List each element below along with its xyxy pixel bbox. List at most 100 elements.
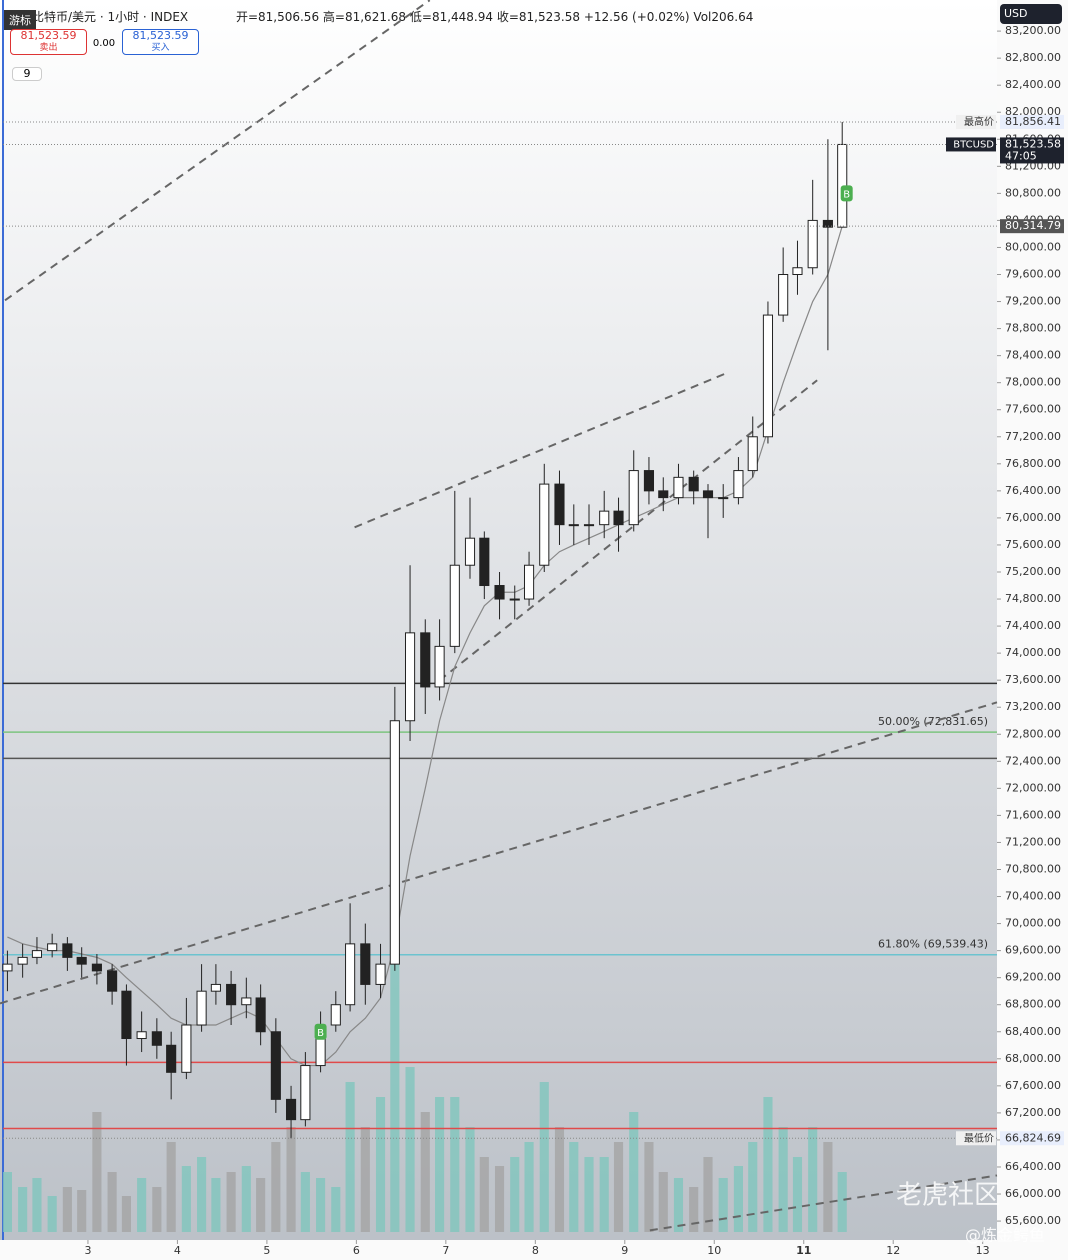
x-tick-label: 3 (84, 1244, 91, 1257)
trendline (354, 371, 729, 529)
volume-bar (92, 1112, 102, 1232)
candle-body (449, 564, 460, 647)
x-tick-label: 12 (886, 1244, 900, 1257)
x-tick-label: 9 (621, 1244, 628, 1257)
volume-bar (613, 1142, 624, 1232)
signal-label: B (317, 1028, 324, 1039)
y-tick-label: 71,600.00 (1005, 808, 1061, 821)
candle-body (583, 524, 595, 527)
signal-label: B (843, 189, 850, 200)
volume-bar (479, 1157, 489, 1232)
symbol[interactable]: 比特币/美元 · 1小时 · INDEX (32, 10, 189, 24)
candle-body (404, 632, 416, 722)
price-tag (1000, 137, 1064, 164)
price-tag-value: 81,856.41 (1005, 115, 1061, 128)
price-tag-name: BTCUSD (953, 139, 994, 150)
volume-bar (554, 1127, 565, 1232)
candle-body (62, 943, 73, 958)
candle-body (330, 1004, 341, 1026)
candle-body (733, 470, 744, 499)
candle-body (762, 314, 774, 438)
volume-bar (435, 1097, 445, 1232)
candle-body (166, 1044, 177, 1073)
y-tick-label: 75,200.00 (1005, 565, 1061, 578)
price-tag-name: 最低价 (964, 1131, 994, 1144)
price-tag (1000, 114, 1064, 129)
y-tick-label: 68,000.00 (1005, 1052, 1061, 1065)
candle-body (181, 1024, 192, 1073)
x-axis-bg (0, 1240, 1068, 1260)
volume-bar (331, 1187, 341, 1232)
candle-body (107, 970, 118, 992)
candle-body (136, 1031, 147, 1040)
watermark-brand: 老虎社区 (896, 1181, 1000, 1211)
level-label: 50.00% (72,831.65) (878, 715, 988, 728)
x-tick-label: 11 (796, 1244, 811, 1257)
price-tag-value: 80,314.79 (1005, 219, 1061, 232)
sell-button[interactable]: 81,523.59 卖出 (10, 29, 87, 55)
buy-label: 买入 (151, 43, 170, 53)
y-tick-label: 74,000.00 (1005, 646, 1061, 659)
candle-body (807, 219, 818, 269)
y-tick-label: 79,600.00 (1005, 268, 1061, 281)
candle-body (196, 990, 207, 1026)
volume-bar (599, 1157, 609, 1232)
candle-body (599, 510, 610, 526)
y-tick-label: 68,400.00 (1005, 1025, 1061, 1038)
volume-bar (823, 1142, 833, 1232)
volume-bar (733, 1166, 743, 1232)
buy-button[interactable]: 81,523.59 买入 (122, 29, 199, 55)
candle-body (17, 956, 28, 965)
candle-body (210, 983, 221, 992)
candle-body (464, 537, 476, 566)
price-tag-countdown: 47:05 (1005, 149, 1037, 162)
volume-bar (32, 1178, 42, 1232)
candle-body (360, 943, 371, 985)
indicator-count[interactable]: 9 (12, 67, 42, 81)
candle-body (270, 1031, 281, 1100)
candle-body (628, 470, 639, 526)
y-tick-label: 65,600.00 (1005, 1214, 1061, 1227)
y-tick-label: 66,400.00 (1005, 1160, 1061, 1173)
y-tick-label: 68,800.00 (1005, 998, 1061, 1011)
volume-bar (241, 1166, 251, 1232)
volume-bar (629, 1112, 639, 1232)
candle-body (778, 274, 789, 316)
y-tick-label: 72,000.00 (1005, 781, 1061, 794)
currency-select[interactable]: USD (1000, 4, 1062, 24)
y-tick-label: 76,800.00 (1005, 457, 1061, 470)
volume-bar (837, 1172, 847, 1232)
candle-body (300, 1065, 311, 1121)
candle-body (121, 990, 132, 1040)
trendline (4, 0, 431, 302)
candle-body (568, 524, 579, 527)
volume-bar (286, 1127, 296, 1232)
y-tick-label: 73,600.00 (1005, 673, 1061, 686)
y-tick-label: 78,800.00 (1005, 322, 1061, 335)
candle-body (494, 585, 505, 600)
candle-body (479, 537, 490, 587)
y-tick-label: 71,200.00 (1005, 835, 1061, 848)
volume-bar (524, 1142, 534, 1232)
volume-bar (271, 1142, 281, 1232)
volume-bar (673, 1178, 684, 1232)
y-tick-label: 75,600.00 (1005, 538, 1061, 551)
candle-body (345, 943, 356, 1006)
candle-body (434, 645, 445, 688)
volume-bar (360, 1127, 370, 1232)
y-tick-label: 82,400.00 (1005, 78, 1061, 91)
candle-body (702, 490, 714, 499)
volume-bar (316, 1178, 326, 1232)
price-tag-name-bg (956, 1131, 996, 1146)
volume-bar (375, 1097, 386, 1232)
y-tick-label: 70,000.00 (1005, 917, 1061, 930)
volume-bar (510, 1157, 520, 1232)
candle-body (673, 476, 684, 499)
volume-bar (62, 1187, 72, 1232)
volume-bar (121, 1196, 131, 1232)
candle-body (539, 483, 550, 566)
candle-body (76, 956, 87, 965)
candle-body (389, 720, 400, 965)
candle-body (792, 267, 803, 276)
